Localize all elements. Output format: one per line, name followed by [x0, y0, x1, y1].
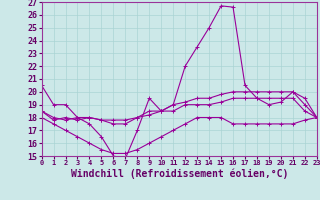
X-axis label: Windchill (Refroidissement éolien,°C): Windchill (Refroidissement éolien,°C) — [70, 169, 288, 179]
